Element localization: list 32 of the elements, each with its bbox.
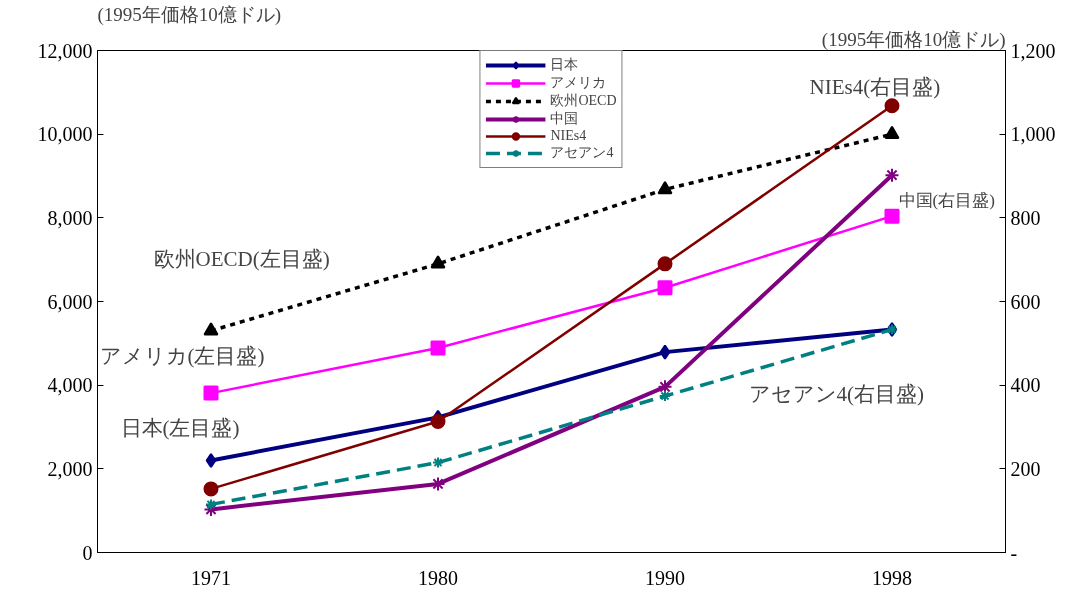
y-tick-label: 12,000 [37,39,93,62]
y-tick-label: 10,000 [37,123,93,146]
x-tick-label: 1971 [191,566,231,589]
y2-tick-label: 1,200 [1010,39,1056,62]
annotation: 欧州OECD(左目盛) [153,246,330,271]
y-tick-label: 6,000 [47,290,93,313]
y2-axis-title: (1995年価格10億ドル) [821,28,1006,51]
legend-label: 日本 [550,56,579,74]
y2-tick-label: - [1010,541,1018,564]
y2-tick-label: 400 [1010,374,1041,397]
y2-tick-label: 1,000 [1010,123,1056,146]
y-tick-label: 2,000 [47,457,93,480]
annotation: アメリカ(左目盛) [99,343,265,368]
y-tick-label: 4,000 [47,374,93,397]
annotation: 中国(右目盛) [898,191,995,210]
legend-label: NIEs4 [550,128,587,144]
x-tick-label: 1998 [872,566,912,589]
x-tick-label: 1980 [418,566,458,589]
y-tick-label: 8,000 [47,206,93,229]
annotation: 日本(左目盛) [120,415,240,440]
legend-label: 中国 [550,110,579,128]
y2-tick-label: 600 [1010,290,1041,313]
y-axis-title: (1995年価格10億ドル) [97,3,282,26]
legend-label: 欧州OECD [550,92,617,110]
legend-label: アセアン4 [550,144,614,162]
x-tick-label: 1990 [645,566,685,589]
annotation: NIEs4(右目盛) [809,74,941,99]
legend-label: アメリカ [550,74,607,92]
annotation: アセアン4(右目盛) [748,381,924,406]
y2-tick-label: 200 [1010,457,1041,480]
y2-tick-label: 800 [1010,206,1041,229]
y-tick-label: 0 [82,541,93,564]
